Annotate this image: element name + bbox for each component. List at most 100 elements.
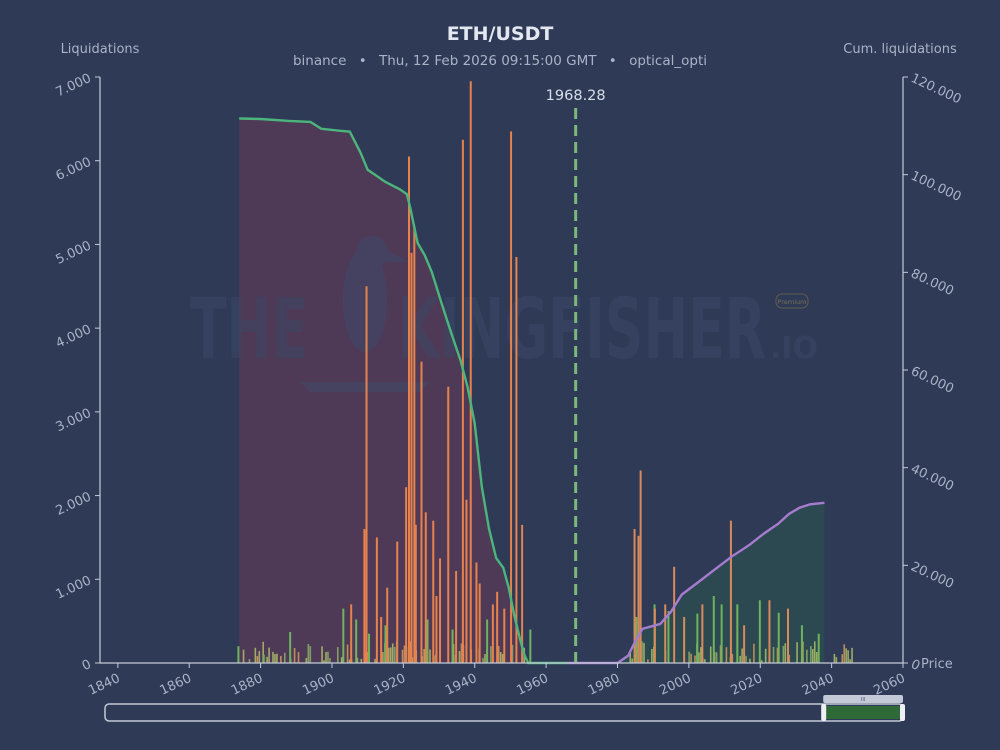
liquidation-bar bbox=[451, 629, 454, 663]
chart-title: ETH/USDT bbox=[447, 23, 554, 45]
minor-liquidation-bar bbox=[393, 646, 396, 663]
range-slider-left-handle[interactable] bbox=[821, 704, 827, 721]
minor-liquidation-bar bbox=[847, 650, 849, 663]
minor-liquidation-bar bbox=[811, 649, 814, 663]
short-liquidation-bar bbox=[461, 139, 464, 664]
liquidation-bar bbox=[237, 646, 240, 663]
short-liquidation-bar bbox=[363, 529, 366, 663]
liquidation-bar bbox=[736, 604, 739, 663]
minor-liquidation-bar bbox=[784, 643, 787, 663]
range-slider-track[interactable] bbox=[104, 703, 904, 722]
short-liquidation-bar bbox=[424, 512, 427, 663]
minor-liquidation-bar bbox=[739, 655, 741, 663]
minor-liquidation-bar bbox=[796, 642, 798, 663]
range-slider[interactable]: III bbox=[104, 695, 905, 722]
minor-liquidation-bar bbox=[389, 647, 392, 663]
minor-liquidation-bar bbox=[429, 649, 431, 663]
liquidation-bar bbox=[426, 619, 429, 663]
short-liquidation-bar bbox=[414, 524, 417, 663]
minor-liquidation-bar bbox=[501, 653, 504, 663]
minor-liquidation-bar bbox=[297, 652, 300, 663]
subtitle-exchange: binance bbox=[293, 53, 346, 69]
minor-liquidation-bar bbox=[305, 657, 308, 663]
minor-liquidation-bar bbox=[631, 658, 634, 663]
short-liquidation-bar bbox=[465, 499, 468, 663]
minor-liquidation-bar bbox=[321, 646, 323, 663]
long-liquidation-bar bbox=[729, 520, 732, 663]
y-left-tick-label: 6.000 bbox=[54, 155, 94, 184]
cumulative-curves bbox=[239, 117, 825, 665]
minor-liquidation-bar bbox=[833, 653, 836, 663]
short-liquidation-bar bbox=[380, 616, 383, 663]
minor-liquidation-bar bbox=[741, 648, 743, 663]
liquidation-bars bbox=[237, 81, 853, 664]
minor-liquidation-bar bbox=[841, 654, 844, 663]
minor-liquidation-bar bbox=[276, 653, 278, 663]
cum-short-line bbox=[239, 117, 568, 665]
minor-liquidation-bar bbox=[651, 649, 653, 663]
y-right-tick-label: 100.000 bbox=[908, 169, 963, 205]
minor-liquidation-bar bbox=[401, 649, 404, 663]
minor-liquidation-bar bbox=[719, 645, 722, 663]
range-slider-drag-handle[interactable] bbox=[823, 695, 903, 703]
x-tick-label: 1920 bbox=[372, 671, 408, 699]
long-liquidation-bar bbox=[639, 470, 642, 663]
minor-liquidation-bar bbox=[327, 651, 329, 663]
y-left-axis-label: Liquidations bbox=[61, 42, 140, 57]
x-tick-label: 1900 bbox=[300, 671, 336, 699]
short-liquidation-bar bbox=[420, 361, 423, 663]
long-liquidation-bar bbox=[683, 616, 686, 663]
minor-liquidation-bar bbox=[293, 648, 296, 663]
x-tick-label: 1880 bbox=[229, 671, 265, 699]
x-tick-label: 1940 bbox=[443, 671, 479, 699]
current-price-marker: 1968.28 bbox=[546, 88, 606, 663]
liquidation-bar bbox=[667, 611, 670, 663]
minor-liquidation-bar bbox=[374, 658, 376, 663]
minor-liquidation-bar bbox=[772, 646, 775, 663]
short-liquidation-bar bbox=[439, 558, 442, 663]
liquidation-bar bbox=[800, 625, 803, 663]
short-liquidation-bar bbox=[435, 596, 438, 663]
short-liquidation-bar bbox=[510, 131, 513, 663]
long-liquidation-bar bbox=[633, 529, 636, 663]
liquidation-bar bbox=[342, 608, 345, 663]
minor-liquidation-bar bbox=[776, 647, 779, 663]
minor-liquidation-bar bbox=[745, 655, 747, 663]
short-liquidation-bar bbox=[455, 570, 458, 663]
x-tick-label: 1980 bbox=[586, 671, 622, 699]
minor-liquidation-bar bbox=[283, 652, 286, 663]
range-slider-right-handle[interactable] bbox=[900, 704, 905, 721]
minor-liquidation-bar bbox=[360, 658, 363, 663]
minor-liquidation-bar bbox=[725, 647, 728, 663]
current-price-label: 1968.28 bbox=[546, 88, 606, 104]
premium-badge-label: Premium bbox=[778, 298, 807, 306]
x-tick-label: 2020 bbox=[729, 671, 765, 699]
liquidation-bar bbox=[289, 632, 292, 663]
minor-liquidation-bar bbox=[715, 652, 718, 663]
range-slider-selection[interactable] bbox=[823, 706, 903, 719]
minor-liquidation-bar bbox=[336, 647, 339, 663]
short-liquidation-bar bbox=[410, 252, 413, 664]
x-tick-label: 1840 bbox=[86, 671, 122, 699]
minor-liquidation-bar bbox=[698, 652, 700, 663]
short-liquidation-bar bbox=[521, 524, 524, 663]
liquidation-bar bbox=[720, 604, 723, 663]
y-right-axis-label: Cum. liquidations bbox=[843, 42, 957, 57]
minor-liquidation-bar bbox=[629, 651, 632, 663]
minor-liquidation-bar bbox=[753, 643, 755, 663]
short-liquidation-bar bbox=[469, 81, 472, 663]
x-tick-label: 1960 bbox=[514, 671, 550, 699]
minor-liquidation-bar bbox=[258, 651, 261, 663]
watermark: THE KINGFISHER .IO Premium bbox=[190, 236, 818, 392]
short-liquidation-bar bbox=[432, 520, 435, 663]
short-liquidation-bar bbox=[478, 583, 481, 663]
minor-liquidation-bar bbox=[835, 657, 838, 663]
liquidation-bar bbox=[486, 619, 489, 663]
watermark-text-right: KINGFISHER bbox=[398, 280, 766, 378]
minor-liquidation-bar bbox=[272, 651, 274, 663]
watermark-text-left: THE bbox=[190, 280, 308, 378]
long-liquidation-bar bbox=[673, 566, 676, 663]
minor-liquidation-bar bbox=[802, 641, 804, 663]
liquidation-bar bbox=[262, 654, 265, 663]
y-left-tick-label: 3.000 bbox=[54, 406, 94, 435]
